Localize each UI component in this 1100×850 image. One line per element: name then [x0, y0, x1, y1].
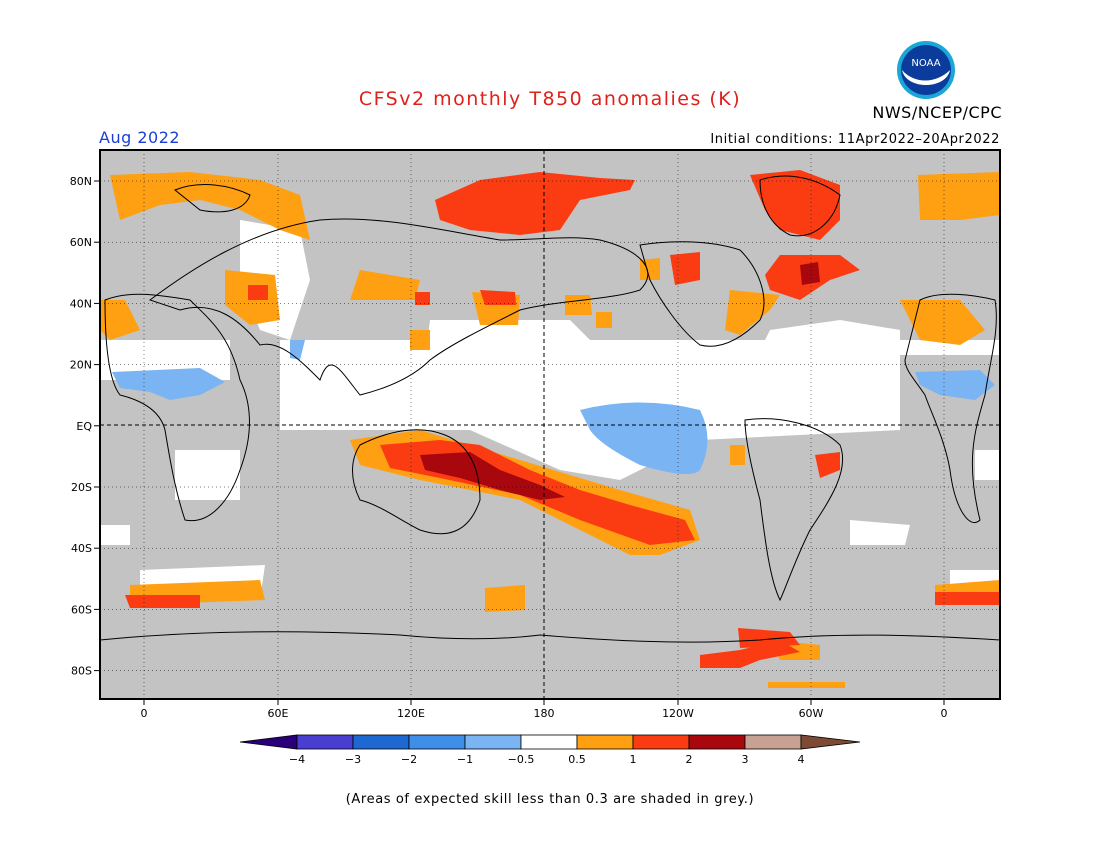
colorbar-segment — [632, 734, 690, 750]
lat-tick-label: 40N — [70, 297, 92, 310]
colorbar-tick-label: 4 — [798, 753, 805, 766]
lat-tick-label: 80S — [71, 665, 92, 678]
coastlines — [100, 175, 1000, 643]
colorbar-tick-label: −4 — [289, 753, 305, 766]
colorbar-tick-label: −1 — [457, 753, 473, 766]
longitude-axis: 0 60E 120E 180 120W 60W 0 — [141, 699, 948, 720]
colorbar-tick-label: 2 — [686, 753, 693, 766]
colorbar-segment — [408, 734, 466, 750]
noaa-logo-text: NOAA — [911, 58, 940, 69]
lon-tick-label: 180 — [534, 707, 555, 720]
cold-anomaly-regions — [112, 340, 995, 474]
agency-label: NWS/NCEP/CPC — [872, 103, 1002, 122]
lon-tick-label: 60E — [268, 707, 289, 720]
lat-tick-label: 20S — [71, 481, 92, 494]
initial-conditions: Initial conditions: 11Apr2022–20Apr2022 — [710, 132, 1000, 147]
colorbar-tick-label: 0.5 — [568, 753, 586, 766]
colorbar-tick-label: −2 — [401, 753, 417, 766]
colorbar-segment — [688, 734, 746, 750]
skill-note: (Areas of expected skill less than 0.3 a… — [345, 792, 755, 807]
map-frame — [99, 149, 1001, 700]
colorbar-segment — [464, 734, 522, 750]
colorbar-arrow-low — [239, 734, 298, 750]
colorbar-tick-label: −3 — [345, 753, 361, 766]
map-title: CFSv2 monthly T850 anomalies (K) — [358, 88, 742, 110]
colorbar-segment — [576, 734, 634, 750]
lon-tick-label: 120E — [397, 707, 425, 720]
forecast-month: Aug 2022 — [99, 128, 181, 147]
anomaly-fields — [100, 150, 1000, 699]
lat-tick-label: 40S — [71, 542, 92, 555]
colorbar-segment — [744, 734, 802, 750]
lat-tick-label: 20N — [70, 359, 92, 372]
lat-tick-label: 60S — [71, 603, 92, 616]
colorbar-segment — [520, 734, 578, 750]
latitude-axis: 80N 60N 40N 20N EQ 20S 40S 60S 80S — [70, 175, 100, 678]
colorbar-tick-label: 1 — [630, 753, 637, 766]
colorbar-arrow-high — [800, 734, 861, 750]
colorbar-tick-label: −0.5 — [508, 753, 535, 766]
colorbar-segment — [296, 734, 354, 750]
noaa-logo-icon: NOAA — [896, 40, 956, 100]
colorbar-tick-label: 3 — [742, 753, 749, 766]
warm-anomaly-2-3 — [420, 262, 820, 500]
lon-tick-label: 0 — [141, 707, 148, 720]
lon-tick-label: 60W — [799, 707, 824, 720]
colorbar-segment — [352, 734, 410, 750]
lat-tick-label: 80N — [70, 175, 92, 188]
lat-tick-label: 60N — [70, 236, 92, 249]
lat-tick-label: EQ — [76, 420, 92, 433]
lon-tick-label: 0 — [941, 707, 948, 720]
lon-tick-label: 120W — [662, 707, 694, 720]
colorbar: −4 −3 −2 −1 −0.5 0.5 1 2 3 4 — [239, 734, 861, 766]
